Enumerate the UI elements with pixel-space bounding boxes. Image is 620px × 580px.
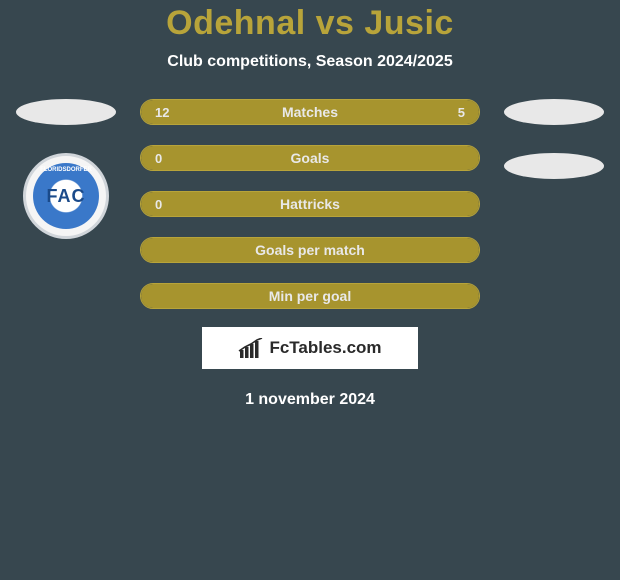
stat-row-goals-per-match: Goals per match (140, 237, 480, 263)
brand-chart-icon (238, 338, 264, 358)
date-text: 1 november 2024 (0, 391, 620, 409)
left-column: FLORIDSDORFER FAC (16, 99, 116, 239)
stat-label: Hattricks (141, 192, 479, 216)
content-row: FLORIDSDORFER FAC 12 Matches 5 0 Goals 0 (0, 99, 620, 309)
player-photo-placeholder-left (16, 99, 116, 125)
comparison-card: Odehnal vs Jusic Club competitions, Seas… (0, 0, 620, 409)
stat-label: Min per goal (141, 284, 479, 308)
club-badge-placeholder-right (504, 153, 604, 179)
stat-label: Goals (141, 146, 479, 170)
stat-row-hattricks: 0 Hattricks (140, 191, 480, 217)
stat-label: Matches (141, 100, 479, 124)
stat-value-right: 5 (458, 100, 465, 124)
club-badge-ring-text: FLORIDSDORFER (33, 167, 99, 173)
page-title: Odehnal vs Jusic (0, 4, 620, 43)
right-column (504, 99, 604, 179)
stat-row-min-per-goal: Min per goal (140, 283, 480, 309)
stats-bars: 12 Matches 5 0 Goals 0 Hattricks Goals p… (140, 99, 480, 309)
club-badge-center-text: FAC (47, 186, 86, 207)
club-badge-inner: FLORIDSDORFER FAC (33, 163, 99, 229)
club-badge-left: FLORIDSDORFER FAC (23, 153, 109, 239)
player-photo-placeholder-right (504, 99, 604, 125)
stat-label: Goals per match (141, 238, 479, 262)
subtitle: Club competitions, Season 2024/2025 (0, 53, 620, 71)
brand-box[interactable]: FcTables.com (202, 327, 418, 369)
stat-row-goals: 0 Goals (140, 145, 480, 171)
brand-text: FcTables.com (269, 338, 381, 358)
stat-row-matches: 12 Matches 5 (140, 99, 480, 125)
